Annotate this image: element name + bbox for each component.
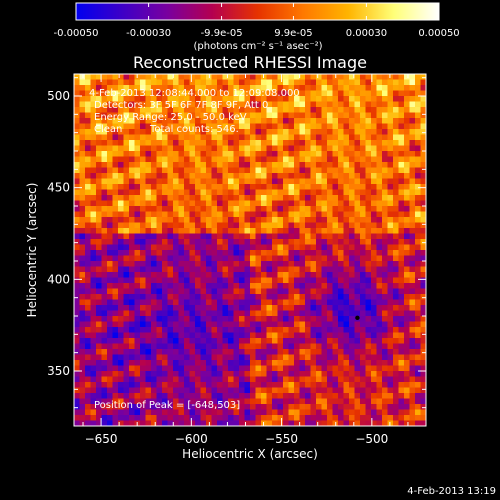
x-tick-label: −550 (265, 432, 298, 446)
colorbar-tick-label: -9.9e-05 (201, 28, 243, 39)
annotation-energy-range: Energy Range: 25.0 - 50.0 keV (94, 112, 247, 123)
chart-title: Reconstructed RHESSI Image (133, 53, 367, 72)
colorbar-unit-label: (photons cm⁻² s⁻¹ asec⁻²) (193, 41, 322, 52)
annotation-detectors: Detectors: 3F 5F 6F 7F 8F 9F, Att 0 (94, 100, 268, 111)
y-tick-label: 400 (47, 272, 70, 286)
plot-frame (73, 73, 427, 427)
heatmap-image (74, 74, 427, 427)
x-tick-label: −500 (355, 432, 388, 446)
x-tick-label: −600 (175, 432, 208, 446)
x-axis-label: Heliocentric X (arcsec) (182, 447, 318, 461)
y-tick-label: 450 (47, 181, 70, 195)
y-axis-label: Heliocentric Y (arcsec) (25, 183, 39, 318)
colorbar-tick-label: 9.9e-05 (274, 28, 312, 39)
colorbar-tick-label: -0.00030 (126, 28, 171, 39)
footer-timestamp: 4-Feb-2013 13:19 (407, 486, 496, 497)
annotation-clean: Clean (94, 124, 122, 135)
colorbar-tick-label: 0.00030 (346, 28, 387, 39)
annotation-time-range: 4-Feb-2013 12:08:44.000 to 12:09:08.000 (89, 88, 300, 99)
colorbar-tick-label: 0.00050 (418, 28, 459, 39)
colorbar-ticks: -0.00050 -0.00030 -9.9e-05 9.9e-05 0.00030 0.… (54, 3, 460, 39)
x-axis: −650 −600 −550 −500 (82, 74, 427, 446)
colorbar (75, 2, 440, 21)
peak-marker (355, 315, 360, 321)
y-axis: 350 400 450 500 (47, 77, 426, 409)
colorbar-tick-label: -0.00050 (54, 28, 99, 39)
peak-position-label: Position of Peak = [-648,503] (94, 400, 240, 411)
y-tick-label: 500 (47, 89, 70, 103)
annotation-total-counts: Total counts: 546. (149, 124, 239, 135)
y-tick-label: 350 (47, 364, 70, 378)
x-tick-label: −650 (85, 432, 118, 446)
